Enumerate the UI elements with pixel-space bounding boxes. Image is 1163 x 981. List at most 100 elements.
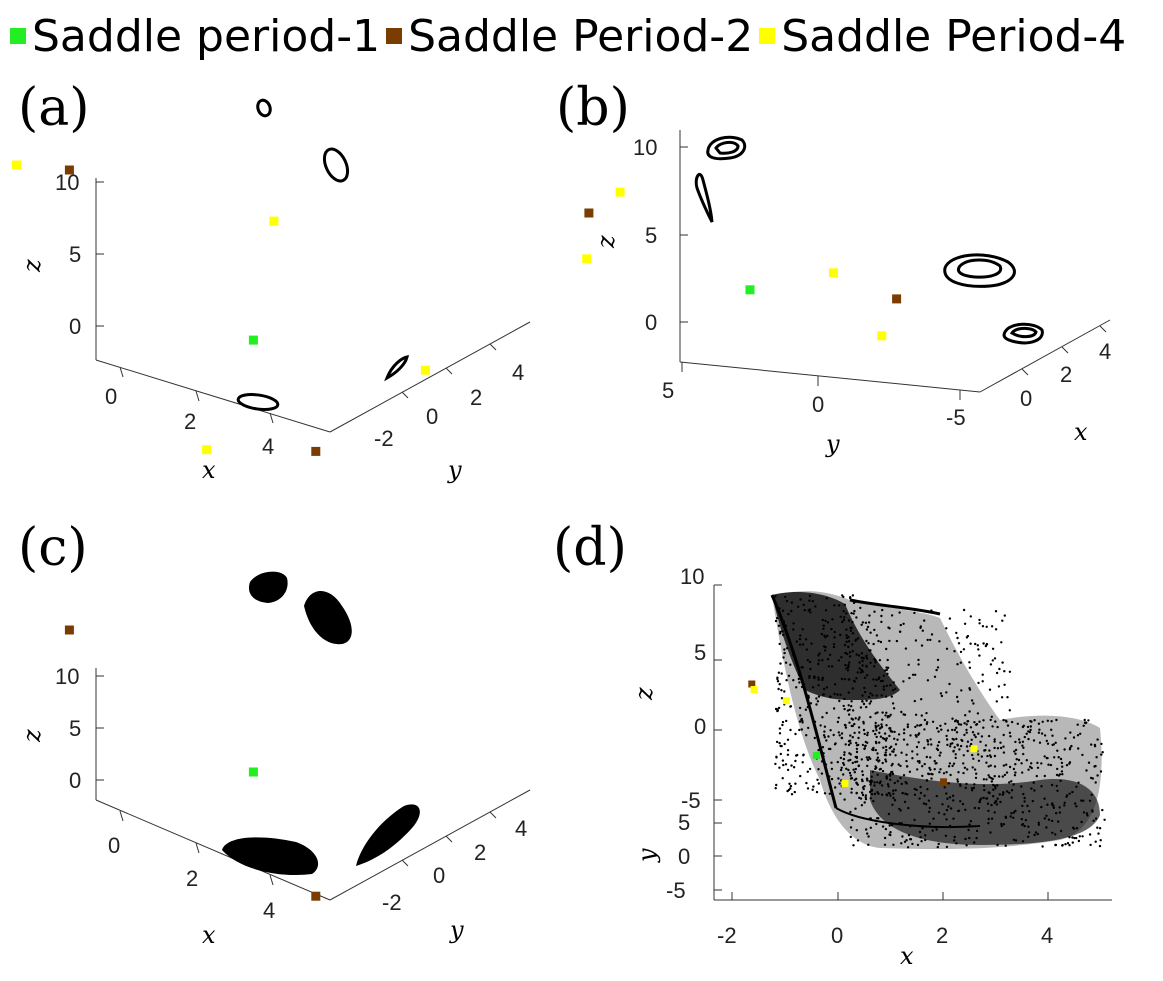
panel-d-cloud-dot [1080,799,1083,802]
panel-d-cloud-dot [822,755,825,758]
panel-d-cloud-dot [938,771,941,774]
panel-d-cloud-dot [940,694,944,698]
panel-d-cloud-dot [995,700,998,703]
panel-d-z-label: z [630,687,658,701]
panel-d-cloud-dot [894,789,897,792]
panel-d-cloud-dot [840,736,844,740]
panel-d-cloud-dot [801,643,805,646]
panel-d-cloud-dot [798,643,802,646]
panel-c-y-tick: 0 [433,863,445,888]
panel-d-cloud-dot [1032,781,1035,784]
panel-d-cloud-dot [994,787,997,790]
panel-d-cloud-dot [808,660,812,664]
panel-d-cloud-dot [1023,800,1026,803]
panel-d-cloud-dot [817,654,820,657]
panel-d-cloud-dot [817,748,820,752]
panel-d-cloud-dot [866,657,869,660]
panel-d-cloud-dot [948,796,952,799]
panel-b-orbits [694,135,1044,345]
panel-d-cloud-dot [869,783,872,786]
panel-d-cloud-dot [882,674,886,677]
panel-d-cloud-dot [1020,762,1023,765]
panel-d-cloud-dot [876,791,879,794]
panel-d-cloud-dot [951,742,954,745]
panel-d-cloud-dot [923,762,926,766]
panel-d-cloud-dot [798,681,801,684]
panel-d-cloud-dot [1046,742,1050,745]
panel-a-marker-saddle-period-2 [311,446,321,456]
panel-d-cloud-dot [1014,740,1017,744]
panel-d-cloud-dot [783,690,786,693]
panel-d-cloud-dot [1059,757,1063,761]
panel-d-cloud-dot [1031,799,1035,803]
panel-d-cloud-dot [881,711,884,714]
panel-d-cloud-dot [903,728,906,731]
panel-d-cloud-dot [945,818,948,821]
panel-d-cloud-dot [1026,804,1029,808]
panel-d-cloud-dot [918,761,921,764]
panel-d-cloud-dot [962,762,965,765]
panel-d-cloud-dot [1018,738,1021,741]
panel-d-cloud-dot [992,795,995,798]
panel-d-cloud-dot [877,724,880,727]
panel-b-marker-saddle-period-2 [892,294,902,304]
panel-d-cloud-dot [850,791,853,794]
panel-d-cloud-dot [833,692,836,696]
panel-d-cloud-dot [888,734,891,738]
panel-d-marker-saddle-period-4 [750,686,758,693]
panel-d-cloud-dot [1043,734,1047,737]
panel-d-cloud-dot [875,766,878,769]
panel-d-cloud-dot [966,749,969,753]
panel-d-cloud-dot [968,710,971,713]
panel-d-cloud-dot [874,748,877,752]
panel-d-cloud-dot [926,679,930,682]
panel-d-cloud-dot [807,609,810,612]
panel-d-cloud-dot [1025,759,1029,762]
panel-d-cloud-dot [1008,709,1011,712]
panel-d-cloud-dot [1043,817,1047,820]
panel-d-cloud-dot [921,629,924,632]
panel-d-cloud-dot [945,771,948,774]
panel-b-z-label: z [592,235,620,249]
panel-d-cloud-dot [1071,790,1074,794]
panel-c-y-tick: -2 [382,890,402,915]
panel-d-cloud-dot [836,720,840,724]
panel-d-cloud-dot [886,666,890,669]
panel-d-cloud-dot [881,761,884,765]
panel-d-cloud-dot [847,691,850,694]
panel-d-cloud-dot [951,764,954,768]
panel-d-cloud-dot [784,661,788,664]
panel-d-cloud-dot [774,787,777,790]
panel-d-cloud-dot [951,728,954,732]
panel-d-cloud-dot [784,595,787,599]
panel-d-cloud-dot [959,744,963,748]
panel-d-cloud-dot [866,731,869,734]
panel-d-cloud-dot [969,615,972,618]
panel-d-cloud-dot [919,836,922,839]
panel-d-cloud-dot [936,748,940,752]
panel-c-y-tick: 2 [474,840,486,865]
panel-d-cloud-dot [920,644,924,647]
panel-c-axes [95,668,531,901]
panel-d-cloud-dot [853,731,856,735]
panel-d-cloud-dot [925,722,928,726]
panel-d-cloud-dot [849,810,852,814]
panel-d-cloud-dot [1072,736,1076,739]
panel-d-cloud-dot [923,746,926,750]
panel-d-cloud-dot [888,746,891,750]
panel-d-cloud-dot [810,642,813,645]
panel-d-cloud-dot [989,831,992,834]
panel-d-cloud-dot [930,743,933,746]
panel-d-cloud-dot [855,829,858,832]
panel-d-x-label: x [900,942,914,970]
panel-d-cloud-dot [1055,784,1059,788]
panel-d-cloud-dot [913,699,916,703]
panel-d-cloud-dot [957,809,960,813]
panel-d-cloud-dot [982,784,986,787]
panel-d-cloud-dot [1049,763,1053,767]
panel-d-cloud-dot [839,768,843,772]
panel-d-cloud-dot [871,694,874,697]
panel-d-cloud-dot [994,720,997,723]
panel-d-cloud-dot [854,600,857,603]
panel-d-cloud-dot [978,622,981,625]
